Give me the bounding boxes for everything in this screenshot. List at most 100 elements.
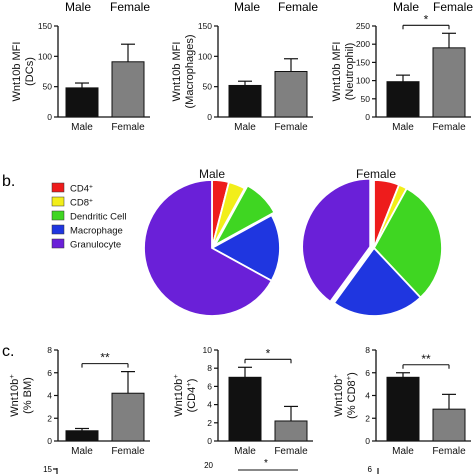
y-axis-label: Wnt10b MFI <box>171 42 183 102</box>
text-span: Wnt10b MFI <box>331 42 343 102</box>
top-label-male: Male <box>65 0 91 14</box>
top-label-male: Male <box>393 0 419 14</box>
y-tick-label: 4 <box>365 391 370 401</box>
category-label: Male <box>71 446 93 457</box>
bar-male <box>228 84 262 118</box>
y-axis-label: (Neutrophil) <box>344 43 356 100</box>
legend-dendritic-cell-swatch <box>51 210 65 221</box>
partial-tick: 15 <box>43 465 52 474</box>
y-tick-label: 100 <box>198 51 212 61</box>
text-span: Dendritic Cell <box>70 212 127 223</box>
category-label: Male <box>392 446 414 457</box>
top-label-female: Female <box>433 0 473 14</box>
pie-chart-female: Female <box>301 167 443 317</box>
superscript-plus: + <box>184 382 193 387</box>
bar-female <box>274 71 308 118</box>
superscript-plus: + <box>7 374 16 379</box>
significance-marker: * <box>424 12 429 26</box>
category-label: Male <box>234 122 256 133</box>
significance-marker: ** <box>421 352 431 366</box>
y-tick-label: 150 <box>356 57 370 67</box>
y-tick-label: 250 <box>356 21 370 31</box>
y-tick-label: 6 <box>47 368 52 378</box>
y-tick-label: 100 <box>38 51 52 61</box>
category-label: Male <box>392 122 414 133</box>
bar-male <box>65 87 99 118</box>
top-label-female: Female <box>278 0 318 14</box>
y-tick-label: 150 <box>38 21 52 31</box>
partial-tick: 20 <box>204 461 213 470</box>
legend-cd8-label: CD8+ <box>70 197 93 209</box>
legend-cd4-label: CD4+ <box>70 183 93 195</box>
y-tick-label: 50 <box>203 82 213 92</box>
y-tick-label: 100 <box>356 76 370 86</box>
top-label-male: Male <box>234 0 260 14</box>
category-label: Male <box>234 446 256 457</box>
y-axis-label: (CD4+) <box>184 379 199 413</box>
bar-male <box>386 81 420 118</box>
y-tick-label: 8 <box>365 345 370 355</box>
bar-male <box>65 430 99 442</box>
text-span: (% CD8 <box>346 380 358 419</box>
text-span: Wnt10b <box>9 379 21 417</box>
superscript-plus: + <box>89 197 93 204</box>
y-tick-label: 0 <box>47 436 52 446</box>
y-tick-label: 50 <box>43 82 53 92</box>
text-span: Wnt10b MFI <box>11 42 23 102</box>
bar-chart-dcs: 0 50 100 150 Wnt10b MFI (DCs) Male Female <box>11 21 150 133</box>
legend-macrophage-label: Macrophage <box>70 226 123 237</box>
pie-slice-macrophage <box>210 214 281 282</box>
text-span: CD4 <box>70 184 89 195</box>
y-axis-label: Wnt10b+ <box>331 374 346 417</box>
panel-label-b: b. <box>2 173 15 190</box>
text-span: (% BM) <box>22 377 34 414</box>
text-span: Granulocyte <box>70 240 121 251</box>
text-span: (Neutrophil) <box>344 43 356 100</box>
pie-chart-male: Male <box>143 167 281 317</box>
superscript-plus: + <box>331 374 340 379</box>
superscript-plus: + <box>89 183 93 190</box>
text-span: (DCs) <box>24 57 36 86</box>
pie-slice-dendritic-cell <box>372 187 443 299</box>
bar-female <box>111 392 145 442</box>
y-axis-label: Wnt10b+ <box>7 374 22 417</box>
bar-female <box>432 47 466 118</box>
pie-title: Male <box>199 167 225 181</box>
bar-female <box>274 420 308 442</box>
legend-granulocyte-swatch <box>51 238 65 249</box>
legend-dendritic-cell-label: Dendritic Cell <box>70 212 127 223</box>
y-tick-label: 10 <box>203 345 213 355</box>
text-span: (CD4 <box>186 387 198 413</box>
y-tick-label: 200 <box>356 39 370 49</box>
text-span: ) <box>186 379 198 383</box>
legend-granulocyte-label: Granulocyte <box>70 240 121 251</box>
y-tick-label: 6 <box>207 381 212 391</box>
y-tick-label: 0 <box>365 112 370 122</box>
y-tick-label: 0 <box>47 112 52 122</box>
category-label: Female <box>274 446 308 457</box>
category-label: Female <box>274 122 308 133</box>
pie-slice-cd8 <box>211 181 246 249</box>
bar-male <box>228 376 262 442</box>
bar-chart-neutrophil: 0 50 100 150 200 250 Wnt10b MFI (Neutrophil) Mal… <box>331 12 471 133</box>
category-label: Female <box>111 122 145 133</box>
superscript-plus: + <box>344 375 353 380</box>
text-span: Wnt10b <box>333 379 345 417</box>
pie-slice-dendritic-cell <box>212 184 276 248</box>
bar-female <box>111 61 145 118</box>
significance-marker: ** <box>100 351 110 365</box>
text-span: Wnt10b MFI <box>171 42 183 102</box>
top-header-labels: Male Female Male Female Male Female <box>65 0 473 14</box>
y-axis-label: (% CD8+) <box>344 372 359 419</box>
pie-slice-granulocyte <box>301 177 372 304</box>
significance-marker: * <box>266 346 271 360</box>
pie-slice-granulocyte <box>143 179 273 317</box>
y-tick-label: 2 <box>365 413 370 423</box>
text-span: Wnt10b <box>173 379 185 417</box>
bar-chart-macrophages: 0 50 100 150 Wnt10b MFI (Macrophages) Male Fema… <box>171 21 313 133</box>
y-tick-label: 0 <box>207 112 212 122</box>
